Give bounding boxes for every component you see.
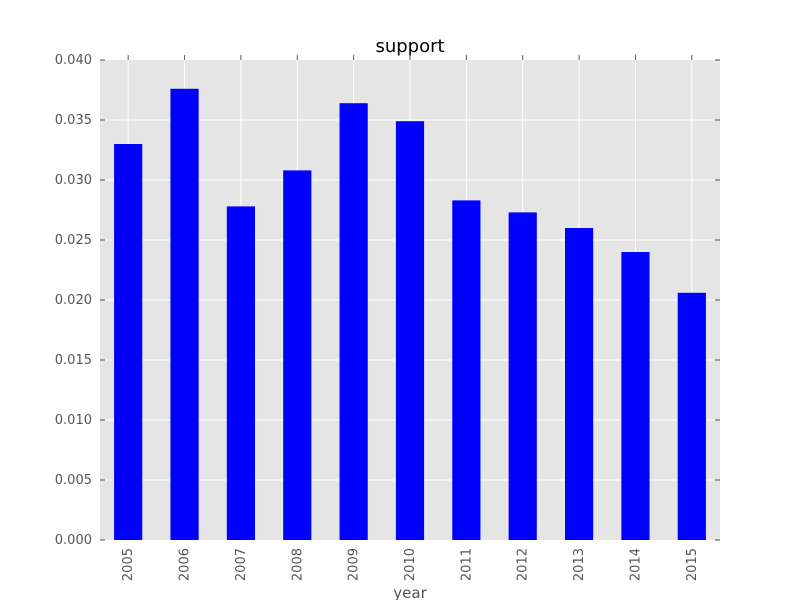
bar-2014 <box>621 252 650 540</box>
y-tick-label: 0.015 <box>55 353 92 368</box>
y-tick-label: 0.035 <box>55 113 92 128</box>
x-tick-label: 2012 <box>516 548 531 581</box>
bars <box>114 88 706 541</box>
x-tick-label: 2005 <box>121 548 136 581</box>
bar-2010 <box>395 121 425 540</box>
x-tick-label: 2006 <box>178 548 193 581</box>
x-tick-label: 2008 <box>290 548 305 581</box>
bar-2015 <box>677 292 706 540</box>
bar-2006 <box>170 88 199 541</box>
x-tick-label: 2010 <box>403 548 418 581</box>
bar-2009 <box>339 103 368 540</box>
y-tick-label: 0.030 <box>55 173 92 188</box>
bar-2011 <box>452 200 481 540</box>
bar-2005 <box>114 144 143 540</box>
y-tick-label: 0.000 <box>55 533 92 548</box>
x-tick-label: 2009 <box>347 548 362 581</box>
y-tick-label: 0.010 <box>55 413 92 428</box>
x-tick-label: 2007 <box>234 548 249 581</box>
bar-2013 <box>565 228 594 540</box>
x-tick-label: 2015 <box>685 548 700 581</box>
x-tick-label: 2011 <box>459 548 474 581</box>
y-tick-label: 0.005 <box>55 473 92 488</box>
y-tick-label: 0.025 <box>55 233 92 248</box>
x-tick-label: 2014 <box>628 548 643 581</box>
bar-2012 <box>508 212 537 540</box>
bar-2008 <box>283 170 312 540</box>
x-axis-label: year <box>393 584 427 600</box>
y-tick-label: 0.040 <box>55 53 92 68</box>
y-tick-label: 0.020 <box>55 293 92 308</box>
chart-title: support <box>375 36 444 57</box>
axis-ticks: 0.000 0.005 0.010 0.015 0.020 0.025 0.030 0.035… <box>55 53 720 581</box>
x-tick-label: 2013 <box>572 548 587 581</box>
bar-2007 <box>226 206 255 540</box>
